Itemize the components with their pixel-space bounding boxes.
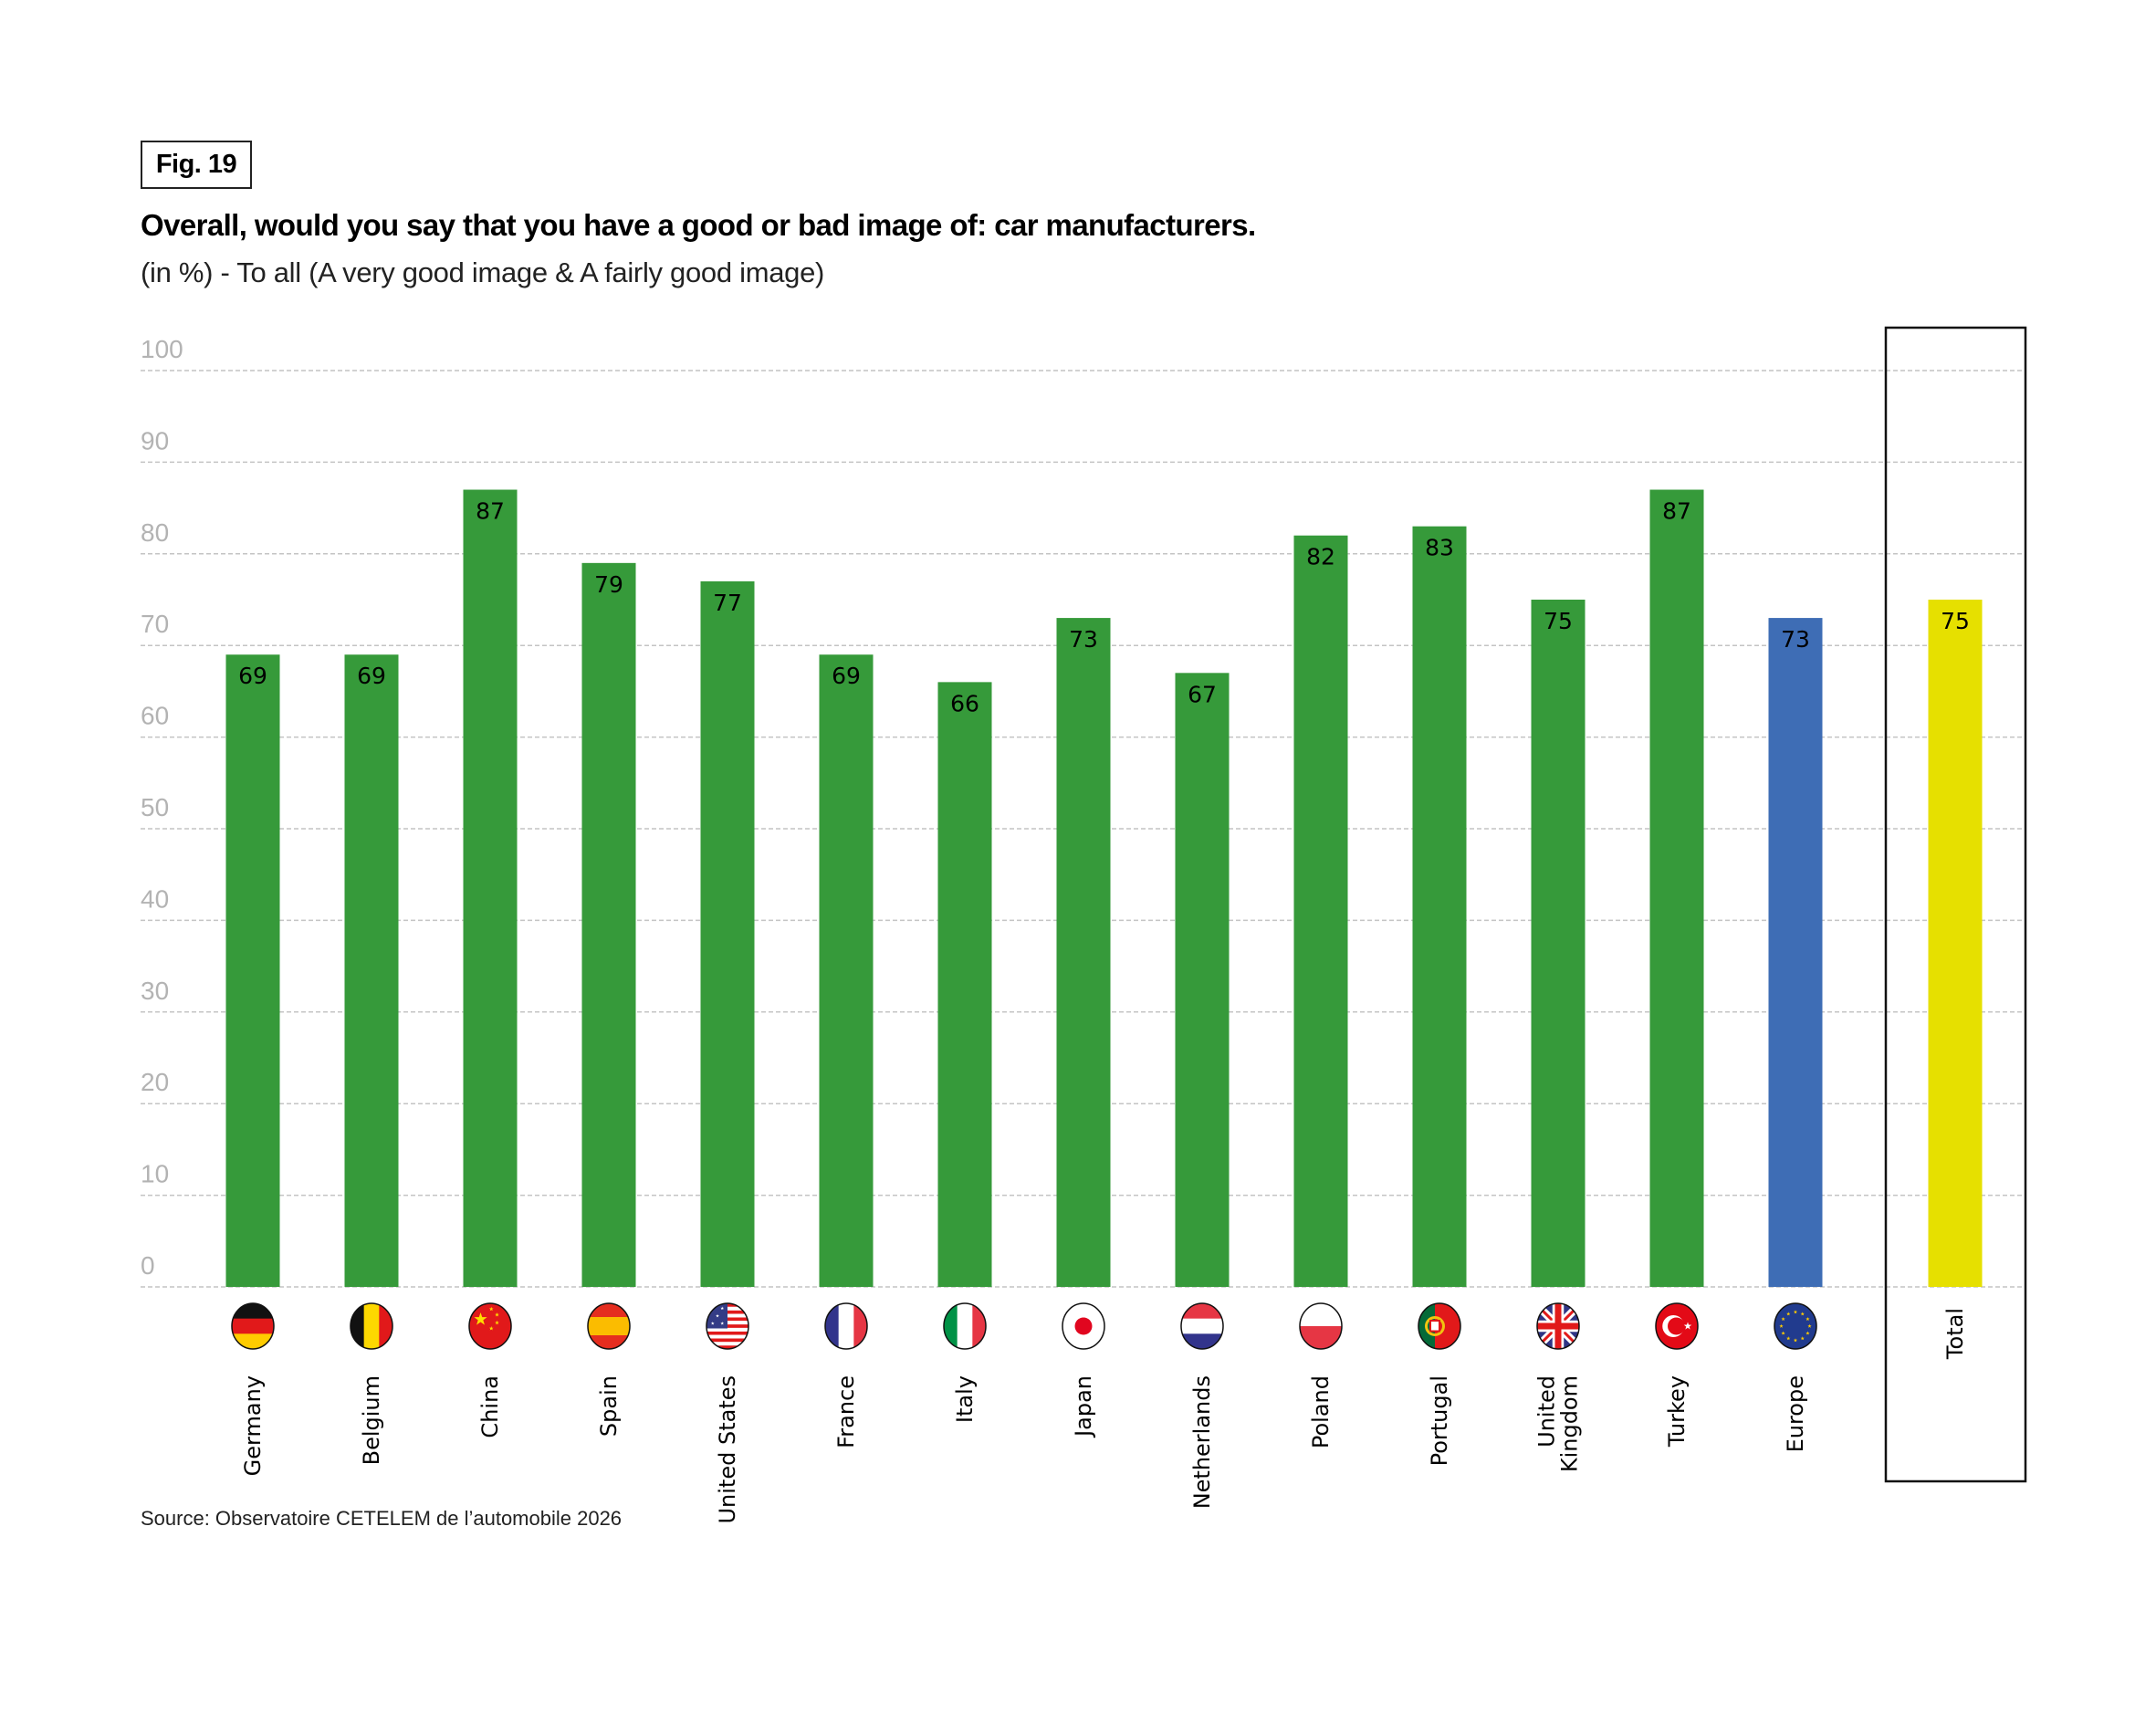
chart-title: Overall, would you say that you have a g… [141, 208, 1256, 242]
value-label-poland: 82 [1306, 544, 1335, 570]
y-tick-label: 70 [141, 610, 169, 638]
bars [225, 489, 1983, 1287]
x-label-belgium: Belgium [359, 1375, 384, 1465]
y-tick-label: 0 [141, 1251, 155, 1280]
y-tick-label: 30 [141, 977, 169, 1005]
bar-turkey [1649, 489, 1704, 1287]
x-label-united-kingdom: United [1534, 1375, 1560, 1448]
y-axis-ticks: 0 10 20 30 40 50 60 70 80 90 100 [141, 335, 183, 1280]
eu-flag-icon [1774, 1302, 1817, 1350]
bar-portugal [1412, 526, 1467, 1287]
bar-france [819, 654, 874, 1287]
figure-label: Fig. 19 [141, 141, 252, 189]
japan-flag-icon [1062, 1302, 1105, 1350]
turkey-flag-icon [1655, 1302, 1699, 1350]
germany-flag-icon [231, 1302, 275, 1350]
value-label-total: 75 [1941, 608, 1970, 634]
x-label-china: China [477, 1375, 503, 1438]
value-label-united-states: 77 [713, 590, 742, 616]
source-note: Source: Observatoire CETELEM de l’automo… [141, 1507, 623, 1530]
belgium-flag-icon [350, 1302, 393, 1350]
value-labels: 69 69 87 79 77 69 66 73 67 82 83 75 87 73 75 [238, 498, 1970, 717]
x-label-spain: Spain [596, 1375, 622, 1437]
china-flag-icon [468, 1302, 512, 1350]
x-label-europe: Europe [1783, 1375, 1808, 1452]
x-label-total: Total [1942, 1308, 1968, 1360]
y-tick-label: 100 [141, 335, 183, 363]
value-label-italy: 66 [950, 690, 979, 716]
portugal-flag-icon [1418, 1302, 1461, 1350]
x-axis-labels: Germany Belgium China Spain United States Fra… [240, 1308, 1968, 1524]
bar-europe [1768, 618, 1823, 1287]
y-tick-label: 10 [141, 1160, 169, 1188]
x-label-japan: Japan [1071, 1375, 1096, 1438]
bar-belgium [344, 654, 399, 1287]
value-label-turkey: 87 [1662, 498, 1691, 525]
x-label-netherlands: Netherlands [1189, 1375, 1215, 1509]
x-label-portugal: Portugal [1427, 1375, 1452, 1466]
value-label-netherlands: 67 [1188, 681, 1217, 707]
spain-flag-icon [587, 1302, 631, 1350]
x-label-poland: Poland [1308, 1375, 1334, 1448]
value-label-united-kingdom: 75 [1544, 608, 1573, 634]
bar-poland [1293, 535, 1348, 1287]
value-label-portugal: 83 [1425, 535, 1454, 561]
netherlands-flag-icon [1180, 1302, 1224, 1350]
bar-united-states [700, 580, 755, 1287]
value-label-china: 87 [476, 498, 505, 525]
y-tick-label: 90 [141, 426, 169, 455]
y-tick-label: 50 [141, 793, 169, 821]
bar-japan [1056, 618, 1111, 1287]
bar-netherlands [1175, 673, 1230, 1287]
italy-flag-icon [943, 1302, 987, 1350]
bar-italy [937, 682, 992, 1287]
poland-flag-icon [1299, 1302, 1343, 1350]
x-label-turkey: Turkey [1664, 1375, 1690, 1448]
bar-china [463, 489, 518, 1287]
uk-flag-icon [1536, 1302, 1580, 1350]
total-highlight-box [1884, 326, 2027, 1483]
flags [231, 1302, 1817, 1350]
france-flag-icon [824, 1302, 868, 1350]
y-tick-label: 20 [141, 1068, 169, 1096]
value-label-spain: 79 [594, 571, 623, 598]
value-label-germany: 69 [238, 663, 267, 689]
x-label-germany: Germany [240, 1375, 266, 1476]
value-label-europe: 73 [1781, 626, 1810, 653]
y-tick-label: 40 [141, 884, 169, 913]
bar-united-kingdom [1531, 600, 1586, 1287]
bar-total [1928, 600, 1983, 1287]
y-tick-label: 60 [141, 702, 169, 730]
value-label-belgium: 69 [357, 663, 386, 689]
chart-subtitle: (in %) - To all (A very good image & A f… [141, 256, 825, 288]
x-label-italy: Italy [952, 1375, 978, 1423]
x-label-united-states: United States [715, 1375, 740, 1524]
x-label-france: France [833, 1375, 859, 1448]
value-label-japan: 73 [1069, 626, 1098, 653]
usa-flag-icon [706, 1302, 749, 1350]
y-tick-label: 80 [141, 518, 169, 547]
bar-spain [581, 562, 636, 1287]
value-label-france: 69 [832, 663, 861, 689]
bar-germany [225, 654, 280, 1287]
x-label-united-kingdom: Kingdom [1557, 1375, 1583, 1472]
